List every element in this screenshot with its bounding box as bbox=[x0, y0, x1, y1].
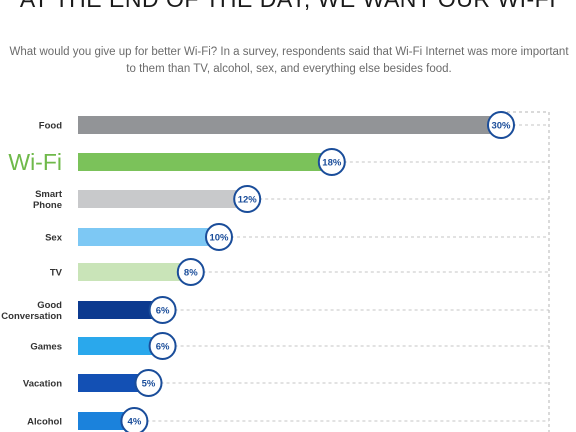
value-circle-wi-fi bbox=[317, 148, 346, 176]
category-label-sex: Sex bbox=[45, 233, 63, 244]
page-title: AT THE END OF THE DAY, WE WANT OUR WI-FI bbox=[0, 0, 576, 13]
value-circle-alcohol bbox=[120, 407, 149, 432]
chart-subtitle: What would you give up for better Wi-Fi?… bbox=[2, 44, 576, 78]
value-label-wi-fi: 18% bbox=[322, 158, 342, 169]
value-label-smart-phone: 12% bbox=[238, 195, 258, 206]
value-label-sex: 10% bbox=[209, 233, 229, 244]
reference-box-line bbox=[501, 111, 550, 432]
bar-vacation bbox=[78, 374, 149, 392]
category-label-smart-phone: Smart Phone bbox=[33, 189, 63, 211]
value-label-games: 6% bbox=[156, 342, 170, 353]
value-circle-vacation bbox=[134, 369, 163, 397]
bar-alcohol bbox=[78, 412, 135, 430]
value-label-food: 30% bbox=[491, 121, 511, 132]
value-label-alcohol: 4% bbox=[128, 417, 142, 428]
bar-games bbox=[78, 337, 163, 355]
category-label-vacation: Vacation bbox=[23, 379, 62, 390]
bar-smart-phone bbox=[78, 190, 248, 208]
category-label-wi-fi: Wi-Fi bbox=[8, 149, 62, 175]
value-label-good-conversation: 6% bbox=[156, 306, 170, 317]
value-circle-tv bbox=[176, 258, 205, 286]
category-label-alcohol: Alcohol bbox=[27, 417, 62, 428]
bar-food bbox=[78, 116, 501, 134]
value-circle-food bbox=[487, 111, 515, 139]
category-label-good-conversation: Good Conversation bbox=[1, 300, 62, 322]
value-circle-good-conversation bbox=[148, 296, 177, 324]
bar-sex bbox=[78, 228, 219, 246]
bar-good-conversation bbox=[78, 301, 163, 319]
value-circle-games bbox=[148, 332, 177, 360]
category-label-food: Food bbox=[39, 121, 62, 132]
bar-wi-fi bbox=[78, 153, 332, 171]
value-label-vacation: 5% bbox=[142, 379, 156, 390]
category-label-tv: TV bbox=[50, 268, 63, 279]
value-label-tv: 8% bbox=[184, 268, 198, 279]
subtitle-line-1: What would you give up for better Wi-Fi?… bbox=[9, 46, 569, 58]
value-circle-sex bbox=[205, 223, 233, 251]
subtitle-line-2: to them than TV, alcohol, sex, and every… bbox=[126, 63, 452, 75]
bar-tv bbox=[78, 263, 191, 281]
category-label-games: Games bbox=[30, 342, 62, 353]
value-circle-smart-phone bbox=[233, 185, 262, 213]
